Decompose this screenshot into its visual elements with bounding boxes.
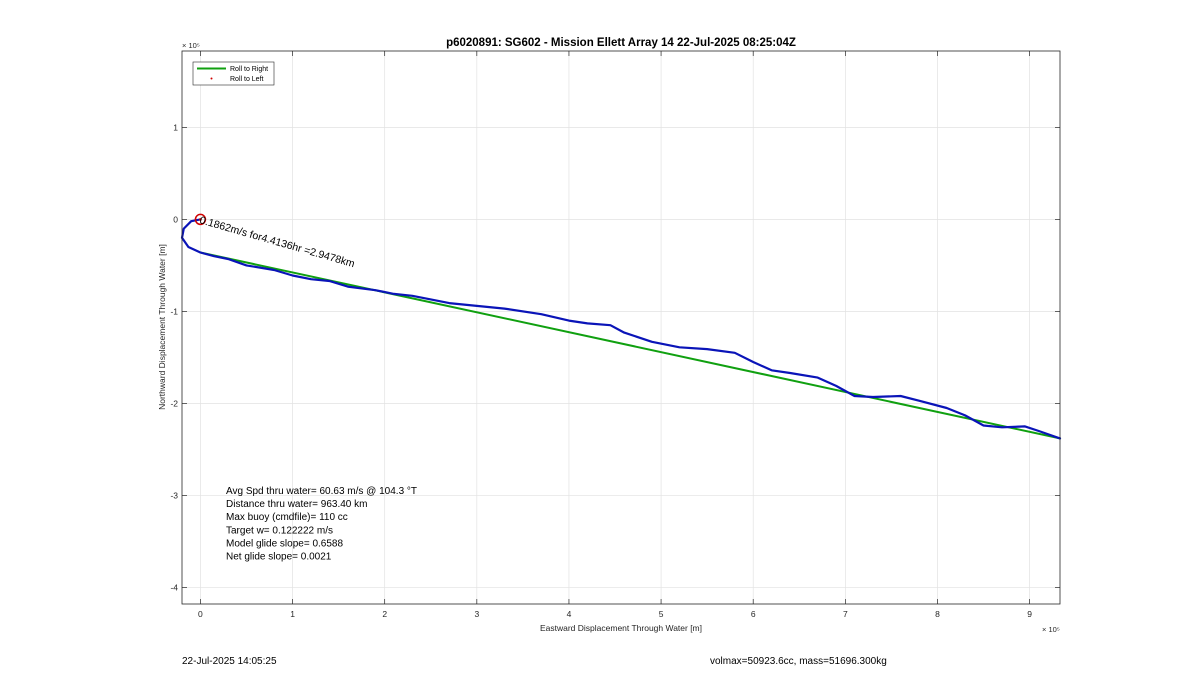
- stats-line: Max buoy (cmdfile)= 110 cc: [226, 512, 348, 523]
- series-line-track: [180, 218, 1062, 440]
- x-tick-label: 9: [1027, 609, 1032, 619]
- start-marker: [194, 213, 207, 226]
- legend: Roll to Right Roll to Left: [192, 61, 275, 86]
- data-series: [180, 218, 1062, 440]
- legend-label-roll-left: Roll to Left: [230, 76, 264, 83]
- markers: [194, 213, 207, 226]
- x-exponent-label: × 10⁵: [1042, 625, 1060, 634]
- y-tick-label: -4: [170, 582, 178, 592]
- legend-swatch-roll-left: [210, 77, 213, 80]
- footer-mass-info: volmax=50923.6cc, mass=51696.300kg: [710, 656, 887, 667]
- x-tick-label: 8: [935, 609, 940, 619]
- x-tick-label: 2: [382, 609, 387, 619]
- axis-ticks: [182, 51, 1060, 604]
- series-line-roll-right: [199, 251, 1061, 440]
- legend-label-roll-right: Roll to Right: [230, 66, 268, 73]
- y-tick-label: 0: [173, 214, 178, 224]
- x-tick-label: 6: [751, 609, 756, 619]
- x-tick-label: 5: [659, 609, 664, 619]
- y-axis-label: Northward Displacement Through Water [m]: [157, 244, 167, 410]
- y-tick-label: -3: [170, 490, 178, 500]
- chart-title: p6020891: SG602 - Mission Ellett Array 1…: [446, 37, 796, 49]
- x-tick-label: 3: [474, 609, 479, 619]
- y-tick-label: -1: [170, 306, 178, 316]
- stats-line: Target w= 0.122222 m/s: [226, 525, 333, 536]
- x-tick-label: 0: [198, 609, 203, 619]
- plot-area-border: [181, 50, 1061, 605]
- x-axis-label: Eastward Displacement Through Water [m]: [540, 623, 702, 633]
- x-tick-labels: 0 1 2 3 4 5 6 7 8 9: [198, 609, 1032, 619]
- footer-timestamp: 22-Jul-2025 14:05:25: [182, 656, 277, 667]
- y-tick-label: -2: [170, 398, 178, 408]
- stats-block: Avg Spd thru water= 60.63 m/s @ 104.3 °T…: [226, 486, 417, 563]
- stats-line: Distance thru water= 963.40 km: [226, 499, 367, 510]
- x-tick-label: 4: [567, 609, 572, 619]
- start-marker-dot: [199, 218, 202, 221]
- grid-lines: [182, 51, 1060, 604]
- y-tick-label: 1: [173, 122, 178, 132]
- stats-line: Avg Spd thru water= 60.63 m/s @ 104.3 °T: [226, 486, 417, 497]
- x-tick-label: 1: [290, 609, 295, 619]
- y-tick-labels: 1 0 -1 -2 -3 -4: [170, 122, 178, 592]
- y-exponent-label: × 10⁵: [182, 41, 200, 50]
- x-tick-label: 7: [843, 609, 848, 619]
- stats-line: Model glide slope= 0.6588: [226, 538, 343, 549]
- stats-line: Net glide slope= 0.0021: [226, 552, 332, 563]
- track-annotation: 0.1862m/s for4.4136hr =2.9478km: [198, 214, 356, 270]
